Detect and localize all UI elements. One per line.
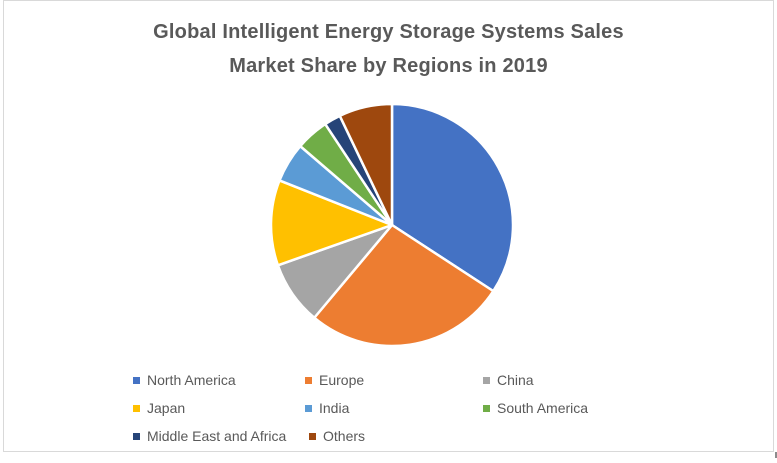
legend-marker-japan [133,404,140,412]
legend-item-china: China [483,372,534,388]
legend-item-japan: Japan [133,400,185,416]
legend-item-south-america: South America [483,400,588,416]
legend-label-middle-east-and-africa: Middle East and Africa [147,428,287,444]
legend-marker-south-america [483,404,490,412]
pie-chart [269,102,515,348]
legend-marker-china [483,376,490,384]
legend-marker-europe [305,376,312,384]
legend-item-europe: Europe [305,372,364,388]
pie-slice-japan [269,179,394,267]
legend-item-others: Others [309,428,365,444]
legend-label-japan: Japan [147,400,186,416]
legend-item-north-america: North America [133,372,236,388]
legend-marker-india [305,404,312,412]
legend-item-middle-east-and-africa: Middle East and Africa [133,428,286,444]
legend-label-europe: Europe [319,372,365,388]
legend-label-others: Others [323,428,366,444]
legend-marker-north-america [133,376,140,384]
chart-title-line-1: Global Intelligent Energy Storage System… [153,21,624,43]
pie-slice-europe [313,223,495,348]
chart-canvas: Global Intelligent Energy Storage System… [3,0,774,452]
legend-marker-others [309,432,316,440]
legend-label-south-america: South America [497,400,589,416]
chart-title: Global Intelligent Energy Storage System… [4,15,773,83]
chart-title-line-2: Market Share by Regions in 2019 [229,55,548,77]
pie-slice-others [338,102,394,227]
legend-label-india: India [319,400,350,416]
edge-artifact [775,452,777,458]
legend-marker-middle-east-and-africa [133,432,140,440]
legend-item-india: India [305,400,349,416]
legend-label-china: China [497,372,534,388]
legend-label-north-america: North America [147,372,236,388]
